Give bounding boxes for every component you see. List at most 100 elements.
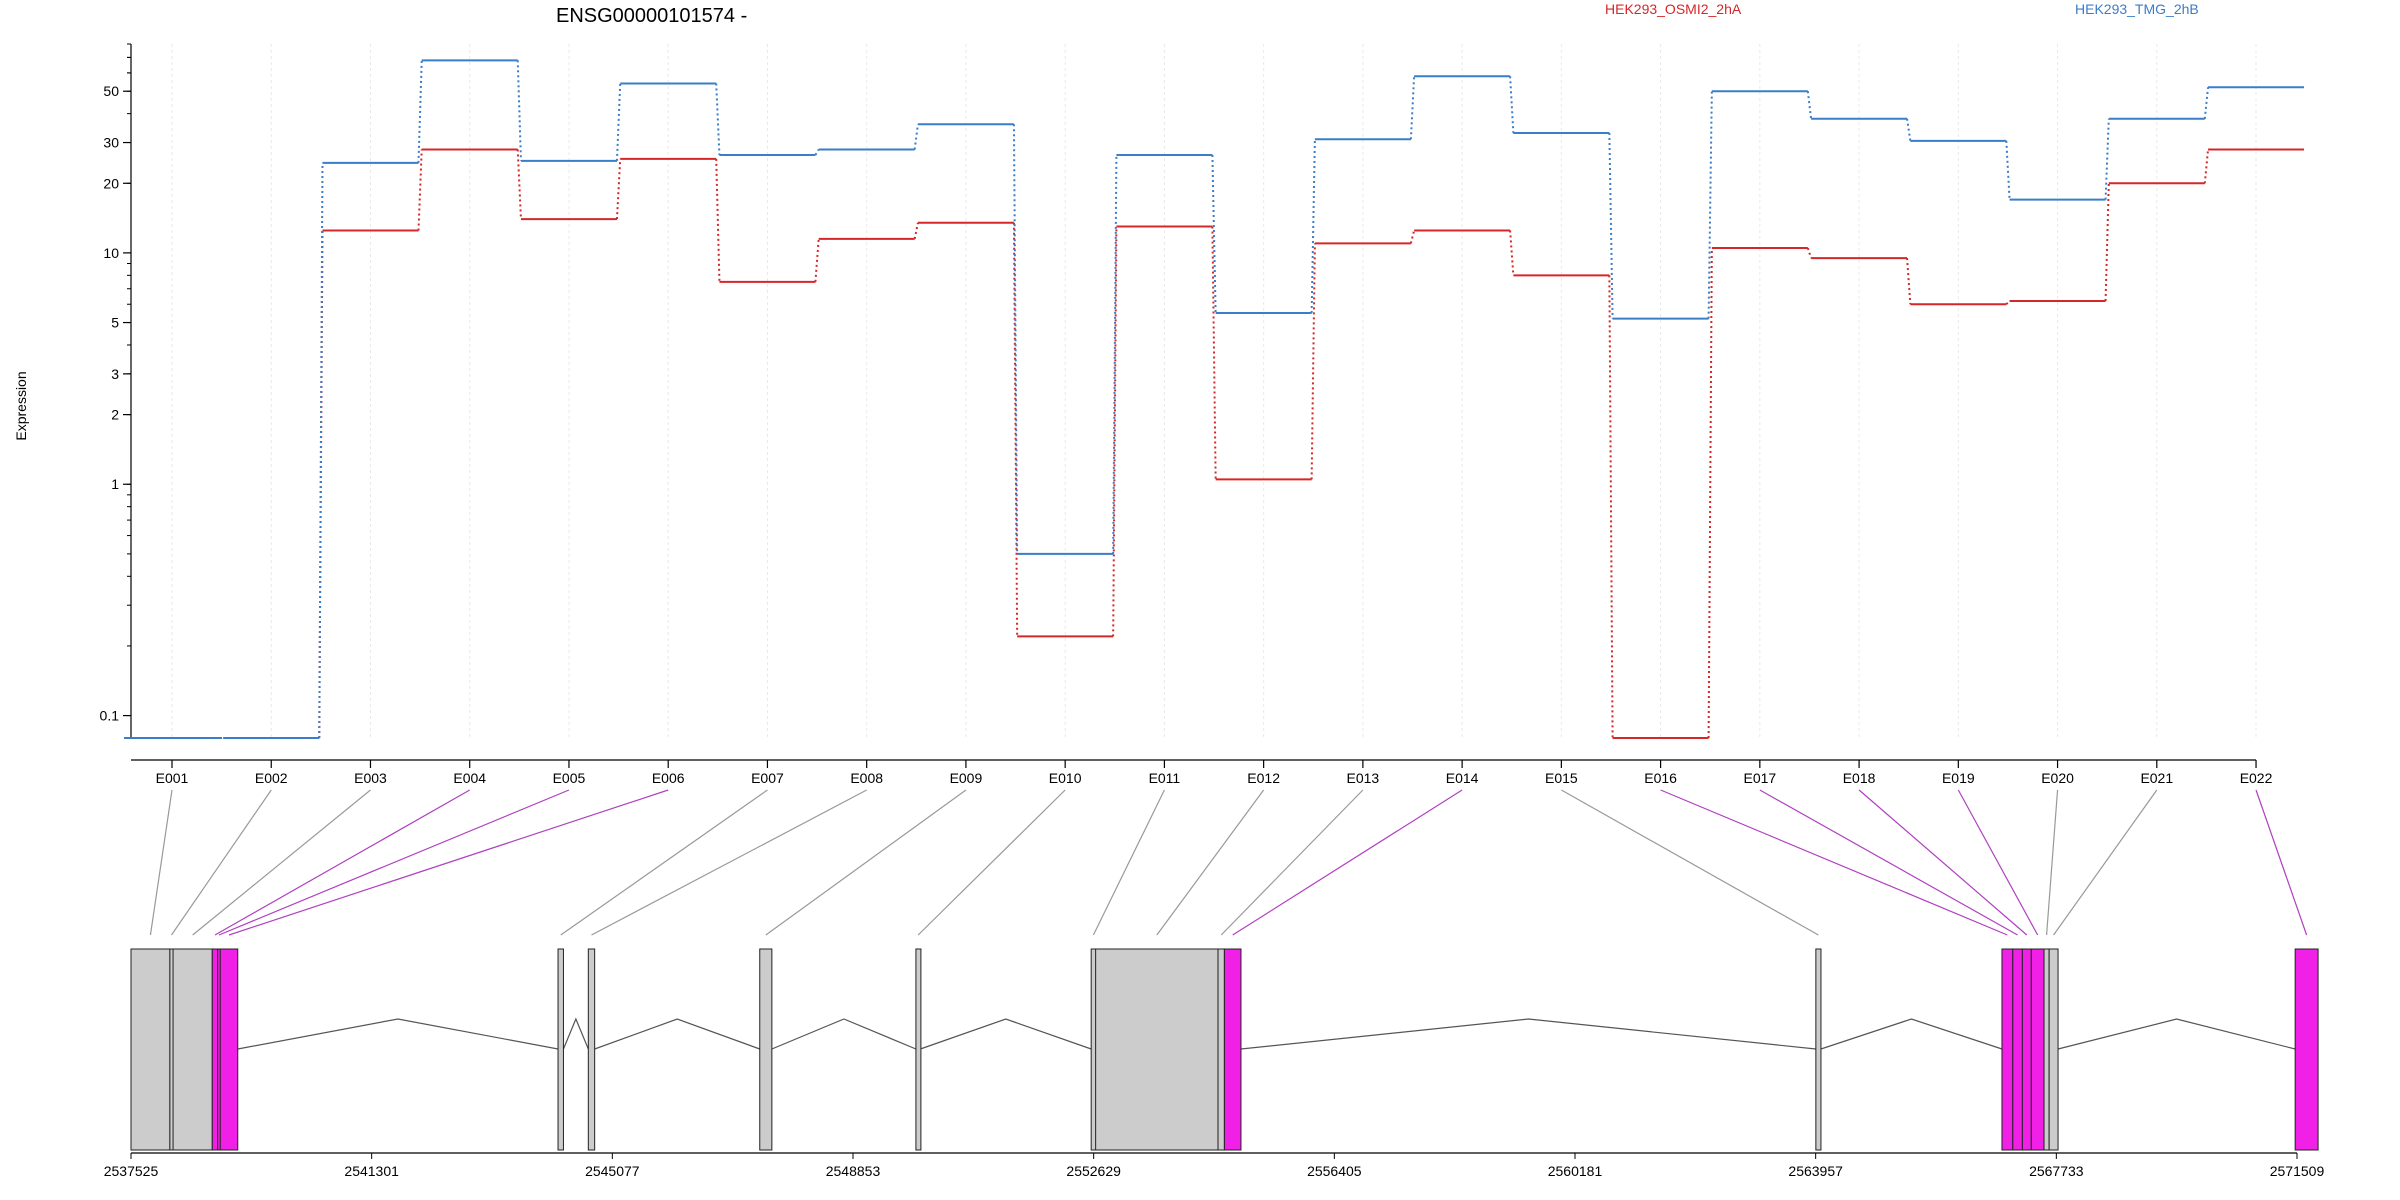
- series-connector: [1608, 275, 1614, 739]
- connector-E010: [917, 789, 1066, 936]
- series-connector: [2005, 140, 2011, 200]
- connector-E016: [1660, 789, 2008, 936]
- gene-model: 2537525 2541301 2545077 2548853 2552629 25564…: [104, 948, 2325, 1179]
- legend-entry-osmi2: HEK293_OSMI2_2hA: [1605, 1, 1742, 17]
- y-tick-label: 1: [111, 476, 119, 492]
- connector-E021: [2053, 789, 2158, 936]
- series-connector: [1409, 76, 1416, 140]
- genomic-tick-label: 2571509: [2270, 1163, 2325, 1179]
- connector-E009: [765, 789, 967, 936]
- series-connector: [814, 148, 820, 156]
- intron-line: [771, 1018, 917, 1050]
- series-connector: [913, 222, 919, 240]
- x-tick-label: E021: [2140, 770, 2173, 786]
- intron-line: [594, 1018, 760, 1050]
- connector-E008: [591, 789, 867, 936]
- series-connector: [1509, 76, 1515, 134]
- series-connector: [1608, 132, 1614, 319]
- series-connector: [1310, 243, 1316, 480]
- series-connector: [417, 149, 423, 231]
- series-connector: [1211, 154, 1217, 313]
- series-connector: [1211, 226, 1217, 480]
- x-tick-label: E007: [751, 770, 784, 786]
- exon-block-E014: [1223, 948, 1242, 1151]
- grid-lines: [171, 44, 2257, 738]
- x-tick-label: E008: [850, 770, 883, 786]
- x-tick-label: E014: [1446, 770, 1479, 786]
- genomic-tick-label: 2563957: [1788, 1163, 1843, 1179]
- x-tick-label: E020: [2041, 770, 2074, 786]
- series-connector: [2203, 87, 2210, 119]
- exon-block-E016: [2001, 948, 2014, 1151]
- series-connector: [1806, 247, 1813, 259]
- series-lines: [124, 59, 2305, 739]
- x-tick-label: E006: [652, 770, 685, 786]
- connector-E004: [214, 789, 471, 936]
- y-tick-label: 3: [111, 366, 119, 382]
- series-connector: [715, 158, 721, 282]
- connector-E005: [218, 789, 570, 936]
- y-tick-label: 10: [103, 245, 119, 261]
- series-connector: [1707, 91, 1713, 319]
- x-tick-label: E004: [453, 770, 486, 786]
- y-tick-label: 2: [111, 407, 119, 423]
- genomic-tick-label: 2548853: [826, 1163, 881, 1179]
- connector-E013: [1220, 789, 1364, 936]
- x-tick-label: E018: [1843, 770, 1876, 786]
- x-tick-label: E013: [1347, 770, 1380, 786]
- x-tick-label: E012: [1247, 770, 1280, 786]
- x-tick-label: E022: [2240, 770, 2273, 786]
- exon-block-E009: [759, 948, 773, 1151]
- connector-E007: [560, 789, 768, 936]
- exon-block-E017: [2012, 948, 2023, 1151]
- series-connector: [1906, 118, 1912, 142]
- genomic-tick-label: 2545077: [585, 1163, 640, 1179]
- series-connector: [715, 83, 721, 156]
- series-connector: [2104, 183, 2110, 301]
- series-connector: [2005, 300, 2011, 305]
- x-tick-label: E010: [1049, 770, 1082, 786]
- series-connector: [516, 149, 522, 220]
- series-connector: [318, 162, 324, 739]
- x-tick-label: E001: [156, 770, 189, 786]
- connector-E006: [228, 789, 669, 936]
- exon-block-E013: [1217, 948, 1225, 1151]
- y-axis-label: Expression: [13, 371, 29, 440]
- y-tick-label: 30: [103, 135, 119, 151]
- intron-line: [1820, 1018, 2003, 1050]
- series-tmg: [124, 59, 2305, 739]
- connector-E002: [170, 789, 272, 936]
- chart-title: ENSG00000101574 -: [556, 5, 747, 27]
- x-tick-label: E005: [553, 770, 586, 786]
- series-connector: [913, 124, 919, 150]
- y-tick-label: 5: [111, 315, 119, 331]
- series-connector: [516, 60, 522, 161]
- x-tick-label: E011: [1149, 770, 1181, 786]
- series-connector: [417, 60, 423, 163]
- series-connector: [814, 238, 820, 282]
- exon-block-E015: [1815, 948, 1822, 1151]
- series-connector: [1509, 230, 1515, 276]
- x-tick-label: E003: [354, 770, 387, 786]
- legend-entry-tmg: HEK293_TMG_2hB: [2075, 1, 2199, 17]
- connector-E011: [1092, 789, 1165, 936]
- exon-block-E021: [2048, 948, 2059, 1151]
- genomic-tick-label: 2560181: [1548, 1163, 1603, 1179]
- series-connector: [1310, 139, 1316, 313]
- exon-block-E001: [130, 948, 171, 1151]
- exon-block-E007: [557, 948, 564, 1151]
- series-connector: [2104, 118, 2110, 200]
- connector-E015: [1561, 789, 1819, 936]
- exon-block-E006: [219, 948, 239, 1151]
- exon-block-E010: [915, 948, 922, 1151]
- exon-block-E008: [587, 948, 596, 1151]
- series-connector: [1012, 124, 1019, 554]
- exon-block-E012: [1095, 948, 1219, 1151]
- connector-E020: [2045, 789, 2059, 936]
- series-connector: [1112, 226, 1118, 637]
- intron-line: [562, 1017, 589, 1050]
- y-tick-label: 50: [103, 83, 119, 99]
- intron-line: [920, 1018, 1092, 1050]
- x-tick-label: E009: [950, 770, 983, 786]
